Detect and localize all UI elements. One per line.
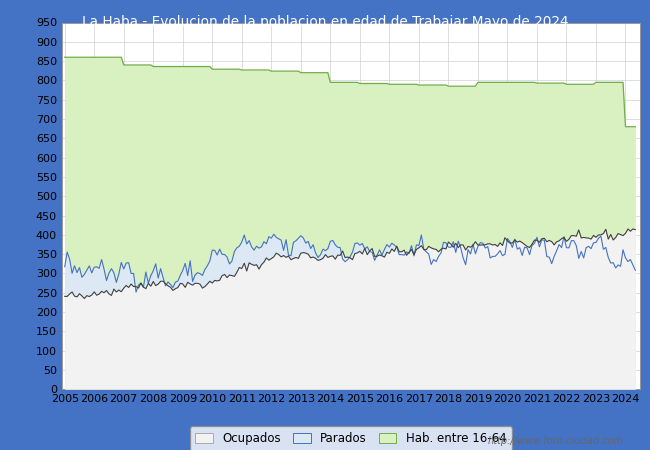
Text: http://www.foro-ciudad.com: http://www.foro-ciudad.com [488, 436, 624, 446]
Legend: Ocupados, Parados, Hab. entre 16-64: Ocupados, Parados, Hab. entre 16-64 [190, 426, 512, 450]
Text: La Haba - Evolucion de la poblacion en edad de Trabajar Mayo de 2024: La Haba - Evolucion de la poblacion en e… [82, 15, 568, 29]
